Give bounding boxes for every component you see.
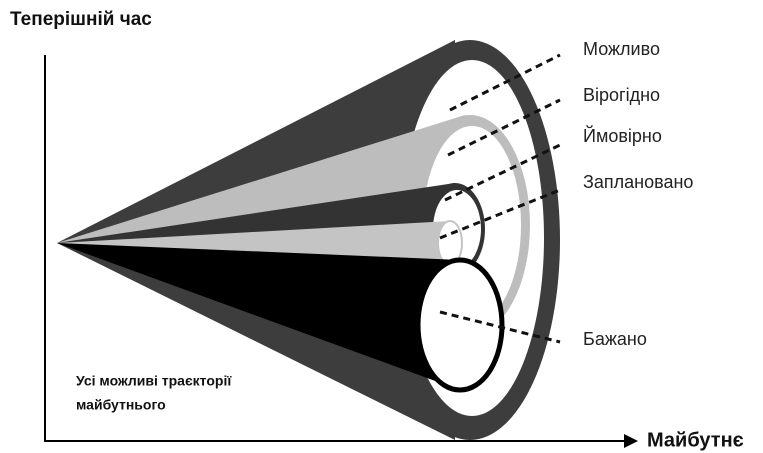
y-axis-label: Теперішній час (10, 9, 152, 30)
cone-label: Бажано (583, 329, 647, 349)
x-axis-label: Майбутнє (647, 429, 744, 451)
cone-label: Вірогідно (583, 85, 660, 105)
caption-line: майбутнього (76, 397, 166, 413)
caption-line: Усі можливі траєкторії (76, 373, 232, 389)
cone-label: Заплановано (583, 172, 693, 192)
cone-label: Можливо (583, 39, 660, 59)
x-axis-arrow (624, 434, 638, 448)
cone-label: Ймовірно (583, 125, 662, 146)
futures-cone-diagram: Можливо Вірогідно Ймовірно Заплановано Б… (0, 0, 763, 453)
